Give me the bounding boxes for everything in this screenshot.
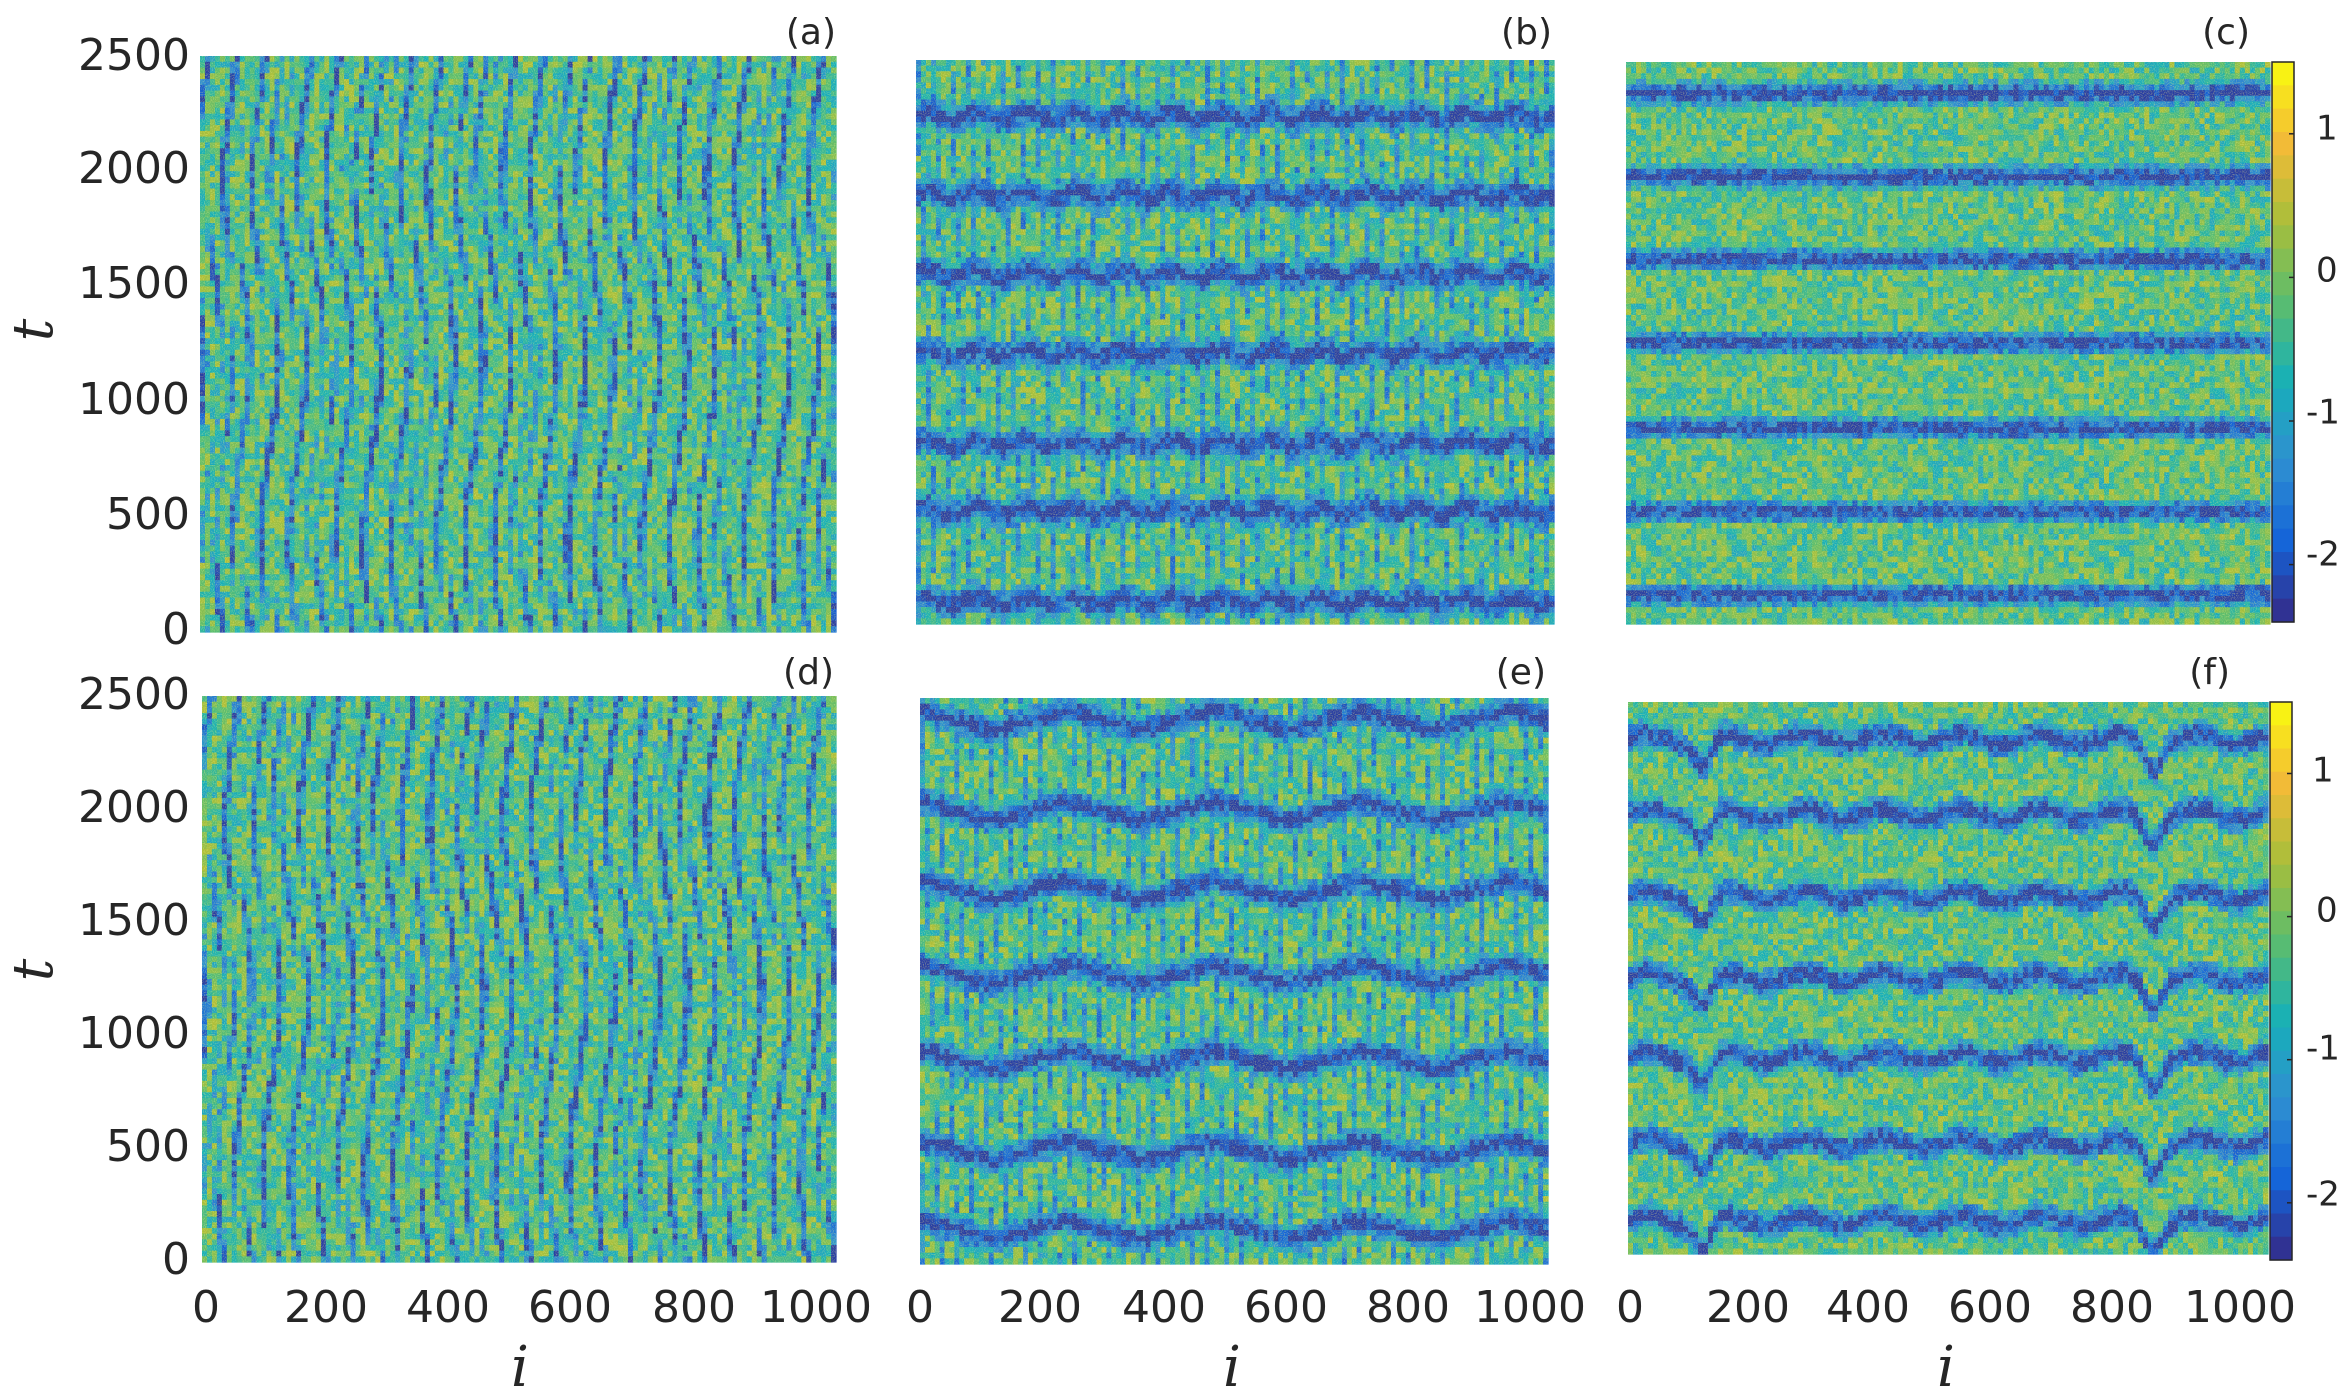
panel-a: (a) 0 500 1000 1500 2000 2500 t [1,12,837,655]
heatmap-cells [200,56,837,633]
